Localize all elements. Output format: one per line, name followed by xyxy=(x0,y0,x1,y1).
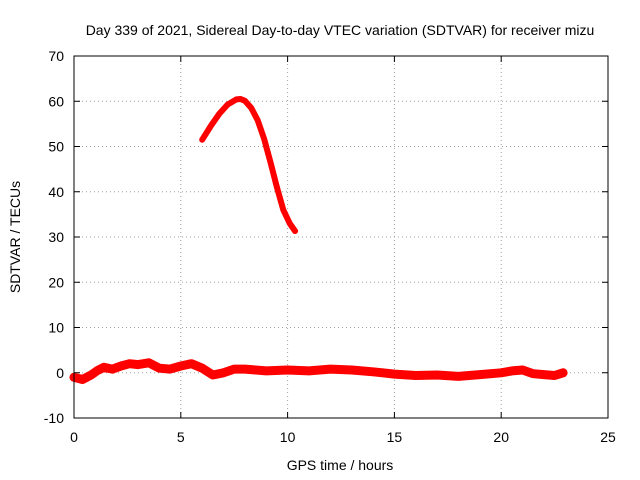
data-point-low-band xyxy=(178,363,184,369)
y-tick-label: 60 xyxy=(48,93,64,109)
y-tick-label: 10 xyxy=(48,320,64,336)
data-point-low-band xyxy=(520,367,526,373)
data-point-high-arc xyxy=(242,98,248,104)
x-tick-label: 25 xyxy=(600,429,616,445)
data-point-low-band xyxy=(498,370,504,376)
x-tick-label: 5 xyxy=(177,429,185,445)
series-high-arc xyxy=(199,96,299,235)
y-tick-label: 0 xyxy=(56,365,64,381)
data-point-high-arc xyxy=(261,136,267,142)
data-point-high-arc xyxy=(208,123,214,129)
y-tick-label: 70 xyxy=(48,48,64,64)
data-point-low-band xyxy=(80,377,85,382)
data-point-low-band xyxy=(509,368,515,374)
data-point-high-arc xyxy=(280,207,286,213)
axis-ticks: 0 5 10 15 20 25 -10 0 10 20 30 40 50 60 70 xyxy=(44,48,616,445)
data-point-low-band xyxy=(306,368,312,374)
data-point-low-band xyxy=(156,365,162,371)
data-point-high-arc xyxy=(268,159,273,165)
data-point-low-band xyxy=(167,366,173,372)
data-point-low-band xyxy=(95,368,100,373)
x-tick-label: 0 xyxy=(70,429,78,445)
data-point-low-band xyxy=(530,371,536,377)
x-tick-label: 15 xyxy=(387,429,403,445)
x-axis-label: GPS time / hours xyxy=(287,457,394,473)
data-point-low-band xyxy=(221,370,226,376)
data-point-low-band xyxy=(370,369,376,375)
series-low-band xyxy=(69,358,568,384)
data-point-low-band xyxy=(263,368,269,374)
y-tick-label: 50 xyxy=(48,139,64,155)
data-point-high-arc xyxy=(292,228,298,234)
data-point-high-arc xyxy=(216,111,222,117)
data-point-low-band xyxy=(189,361,194,367)
data-point-low-band xyxy=(199,365,205,371)
data-point-low-band xyxy=(231,366,237,372)
data-point-low-band xyxy=(127,361,132,367)
data-point-low-band xyxy=(560,370,566,376)
data-point-high-arc xyxy=(287,220,293,226)
data-point-high-arc xyxy=(233,96,239,102)
data-point-low-band xyxy=(391,371,397,377)
data-point-low-band xyxy=(285,367,291,373)
y-tick-label: -10 xyxy=(44,410,64,426)
data-point-low-band xyxy=(552,373,558,378)
y-axis-label: SDTVAR / TECUs xyxy=(7,181,23,293)
y-tick-label: 20 xyxy=(48,274,64,290)
data-point-high-arc xyxy=(248,105,254,111)
data-point-low-band xyxy=(210,372,216,378)
chart-title: Day 339 of 2021, Sidereal Day-to-day VTE… xyxy=(86,22,595,38)
data-point-high-arc xyxy=(255,117,261,123)
data-point-low-band xyxy=(456,373,461,379)
data-point-high-arc xyxy=(238,96,244,102)
x-tick-label: 20 xyxy=(493,429,509,445)
data-point-low-band xyxy=(349,367,355,373)
y-tick-label: 40 xyxy=(48,184,64,200)
data-point-low-band xyxy=(434,372,440,378)
data-point-high-arc xyxy=(199,137,205,143)
data-point-low-band xyxy=(101,364,107,370)
data-point-low-band xyxy=(242,366,248,372)
data-point-low-band xyxy=(413,373,419,378)
data-point-low-band xyxy=(477,372,483,378)
plot-series xyxy=(69,96,568,384)
data-point-low-band xyxy=(109,366,115,372)
x-tick-label: 10 xyxy=(280,429,296,445)
data-point-low-band xyxy=(135,362,141,368)
y-tick-label: 30 xyxy=(48,229,64,245)
data-point-high-arc xyxy=(274,184,280,190)
data-point-high-arc xyxy=(225,101,231,107)
data-point-low-band xyxy=(88,372,94,378)
data-point-low-band xyxy=(327,366,333,372)
data-point-low-band xyxy=(541,372,547,378)
data-point-low-band xyxy=(118,363,124,369)
data-point-low-band xyxy=(146,360,152,366)
